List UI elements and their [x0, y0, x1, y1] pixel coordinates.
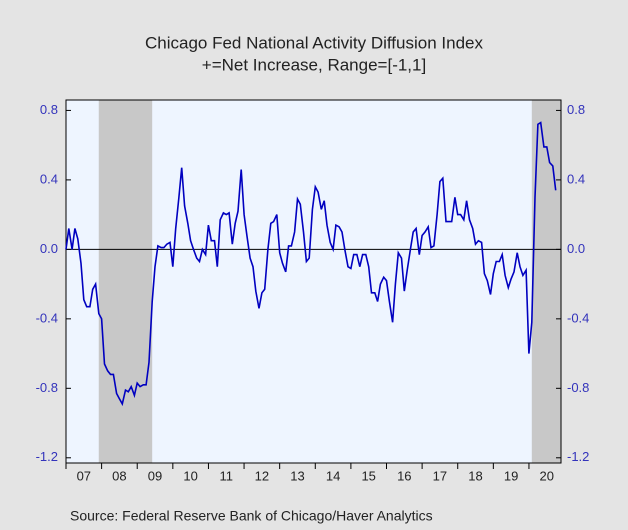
y2-tick-label: -1.2	[567, 449, 589, 464]
x-tick-label: 19	[504, 468, 518, 483]
y-tick-label: 0.0	[40, 241, 58, 256]
x-tick-label: 20	[540, 468, 554, 483]
y-tick-label: 0.4	[40, 171, 58, 186]
x-tick-label: 13	[290, 468, 304, 483]
y-tick-label: -0.8	[36, 380, 58, 395]
y2-tick-label: -0.4	[567, 310, 589, 325]
x-tick-label: 11	[220, 468, 234, 483]
y2-tick-label: 0.4	[567, 171, 585, 186]
x-tick-label: 08	[112, 468, 126, 483]
series-line	[65, 121, 557, 407]
x-tick-label: 07	[77, 468, 91, 483]
x-tick-label: 18	[468, 468, 482, 483]
y-tick-label: -1.2	[36, 449, 58, 464]
recession-band	[98, 100, 153, 463]
y2-tick-label: -0.8	[567, 380, 589, 395]
x-tick-label: 17	[433, 468, 447, 483]
y2-tick-label: 0.0	[567, 241, 585, 256]
x-tick-label: 09	[148, 468, 162, 483]
y-tick-label: 0.8	[40, 102, 58, 117]
plot-frame	[65, 99, 562, 464]
x-tick-label: 16	[397, 468, 411, 483]
chart-title: Chicago Fed National Activity Diffusion …	[145, 33, 483, 52]
y-tick-label: -0.4	[36, 310, 58, 325]
source: Source: Federal Reserve Bank of Chicago/…	[70, 508, 433, 524]
x-tick-label: 12	[255, 468, 269, 483]
x-tick-label: 14	[326, 468, 340, 483]
y2-tick-label: 0.8	[567, 102, 585, 117]
x-tick-label: 10	[183, 468, 197, 483]
x-tick-label: 15	[361, 468, 375, 483]
chart-subtitle: +=Net Increase, Range=[-1,1]	[202, 55, 426, 74]
